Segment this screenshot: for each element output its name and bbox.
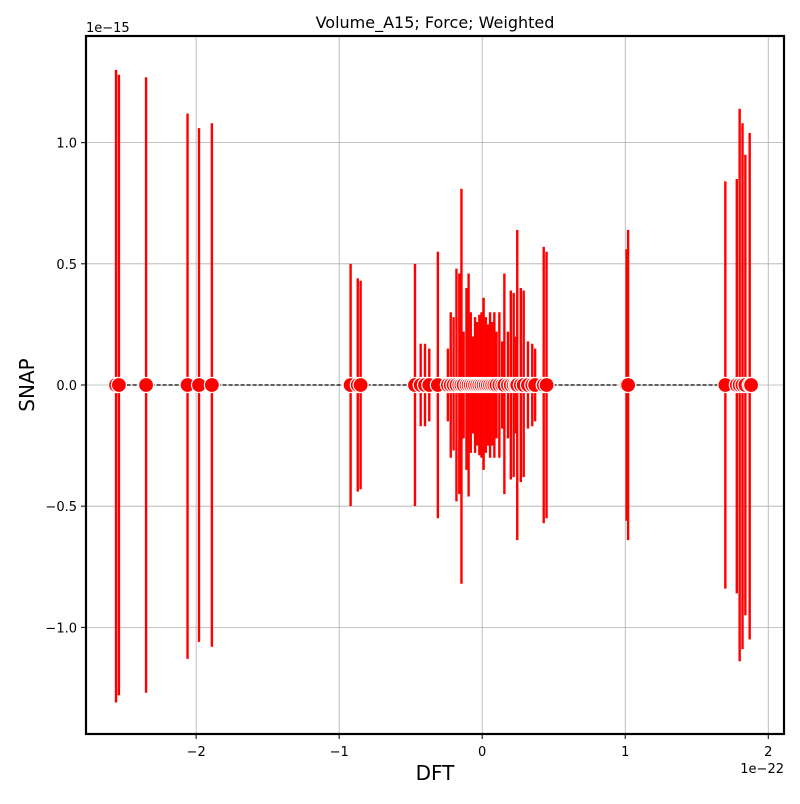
y-tick-label: −1.0 [45, 621, 77, 636]
plot-frame [84, 34, 786, 736]
x-tick-label: 1 [621, 745, 629, 760]
x-tick-label: 0 [478, 745, 486, 760]
x-tick-label: 2 [764, 745, 772, 760]
y-tick-label: −0.5 [45, 500, 77, 515]
data-point [743, 376, 760, 394]
markers [107, 376, 760, 394]
x-axis-label: DFT [416, 761, 456, 785]
data-point [352, 376, 369, 394]
y-tick-label: 0.0 [56, 379, 77, 394]
data-point [619, 376, 637, 394]
data-point [203, 376, 220, 394]
data-point [137, 376, 155, 394]
chart-title: Volume_A15; Force; Weighted [316, 13, 555, 33]
y-tick-label: 1.0 [56, 137, 77, 152]
x-tick-label: −1 [330, 745, 349, 760]
y-offset-label: 1e−15 [86, 21, 130, 36]
data-point [538, 376, 555, 394]
x-offset-label: 1e−22 [740, 762, 784, 777]
data-point [110, 376, 127, 394]
y-tick-label: 0.5 [56, 258, 77, 273]
axis-ticks: −2 −1 0 1 2 −1.0 −0.5 0.0 0.5 1.0 [45, 137, 772, 760]
x-tick-label: −2 [187, 745, 206, 760]
y-axis-label: SNAP [15, 358, 39, 411]
